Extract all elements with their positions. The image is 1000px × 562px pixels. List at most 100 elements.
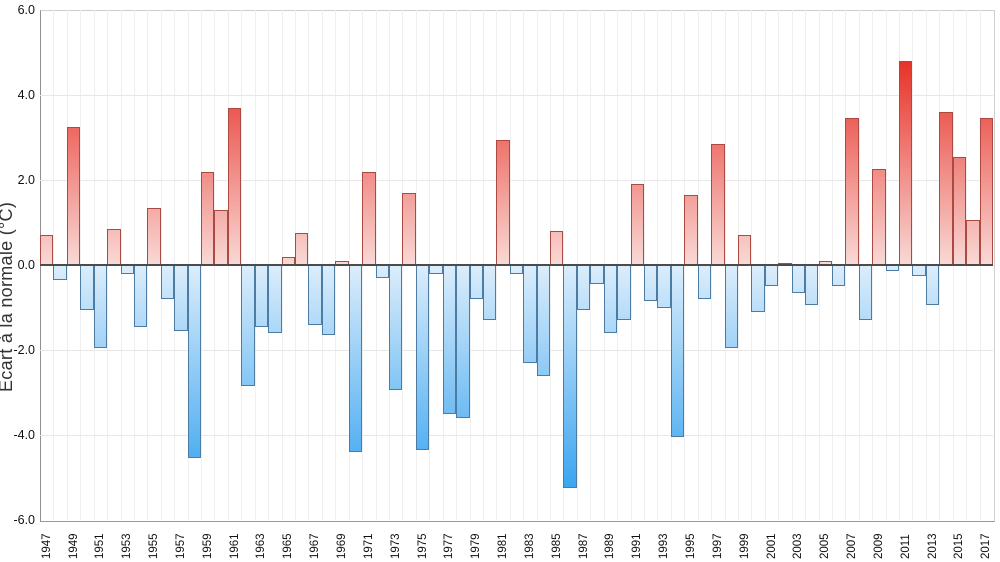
bar-2008[interactable]: [858, 265, 873, 321]
bar-1957[interactable]: [174, 265, 188, 331]
x-axis-tick-label: 2003: [792, 533, 805, 559]
bar-1970[interactable]: [348, 265, 363, 452]
bar-1961[interactable]: [227, 107, 242, 265]
bar-1989[interactable]: [603, 265, 618, 333]
bar-1958[interactable]: [187, 265, 202, 459]
bar-2007[interactable]: [845, 118, 859, 265]
bar-1965[interactable]: [281, 256, 296, 265]
bar-1991[interactable]: [630, 184, 644, 265]
bar-1987[interactable]: [576, 265, 591, 310]
x-axis-tick-label: 1999: [738, 533, 751, 559]
x-axis-tick-label: 1965: [282, 533, 295, 559]
y-axis-tick-label: 0.0: [17, 258, 35, 272]
bar-1997[interactable]: [711, 143, 725, 265]
bar-1968[interactable]: [321, 265, 336, 336]
bar-1978[interactable]: [456, 265, 470, 418]
x-axis-tick-label: 2015: [953, 533, 966, 559]
bar-1952[interactable]: [107, 228, 121, 265]
bar-1962[interactable]: [241, 265, 255, 387]
bar-1967[interactable]: [308, 265, 322, 325]
x-axis-tick-label: 1977: [443, 533, 456, 559]
bar-1999[interactable]: [737, 235, 752, 265]
x-axis-tick-label: 2007: [846, 533, 859, 559]
bar-2013[interactable]: [925, 265, 940, 306]
bar-1992[interactable]: [644, 265, 658, 302]
bar-1982[interactable]: [509, 265, 524, 274]
horizontal-gridline: [40, 95, 993, 96]
y-axis-tick-label: 2.0: [17, 173, 35, 187]
x-axis-tick-label: 1949: [67, 533, 80, 559]
bar-1983[interactable]: [523, 265, 537, 363]
bar-2003[interactable]: [791, 265, 806, 293]
x-axis-tick-label: 1995: [684, 533, 697, 559]
bar-1981[interactable]: [496, 139, 510, 265]
x-axis-tick-label: 1955: [148, 533, 161, 559]
bar-1947[interactable]: [40, 235, 54, 265]
bar-2000[interactable]: [751, 265, 765, 312]
x-axis-tick-label: 1997: [711, 533, 724, 559]
bar-2006[interactable]: [831, 265, 846, 287]
bar-1949[interactable]: [66, 126, 81, 265]
y-axis-tick-label: -4.0: [13, 428, 35, 442]
bar-1975[interactable]: [415, 265, 430, 450]
bar-1980[interactable]: [482, 265, 497, 321]
bar-1964[interactable]: [268, 265, 282, 333]
bar-1972[interactable]: [375, 265, 389, 278]
bar-2012[interactable]: [912, 265, 926, 276]
bar-2004[interactable]: [805, 265, 819, 306]
x-axis-tick-label: 1959: [201, 533, 214, 559]
bar-1984[interactable]: [536, 265, 551, 376]
x-axis-tick-label: 1981: [497, 533, 510, 559]
x-axis-tick-label: 2011: [899, 534, 912, 559]
bar-1990[interactable]: [617, 265, 631, 321]
bar-2016[interactable]: [966, 220, 980, 265]
horizontal-gridline: [40, 180, 993, 181]
bar-1956[interactable]: [160, 265, 175, 299]
bar-1960[interactable]: [214, 209, 228, 265]
bar-1954[interactable]: [133, 265, 148, 327]
bar-1963[interactable]: [254, 265, 269, 327]
x-axis-tick-label: 1989: [604, 533, 617, 559]
bar-1973[interactable]: [388, 265, 403, 391]
bar-1951[interactable]: [93, 265, 108, 348]
bar-1995[interactable]: [684, 194, 698, 265]
bar-1955[interactable]: [147, 207, 161, 265]
bar-1988[interactable]: [590, 265, 604, 285]
bar-2009[interactable]: [872, 169, 886, 265]
bar-1979[interactable]: [469, 265, 483, 299]
bar-1959[interactable]: [201, 171, 215, 265]
x-axis-tick-label: 1967: [309, 533, 322, 559]
bar-1996[interactable]: [697, 265, 712, 299]
bar-1953[interactable]: [120, 265, 134, 274]
bar-2017[interactable]: [979, 118, 993, 265]
x-axis-tick-label: 1947: [40, 533, 53, 559]
bar-1966[interactable]: [295, 233, 309, 265]
bar-1985[interactable]: [550, 231, 564, 265]
bar-2015[interactable]: [952, 156, 967, 265]
x-axis-tick-label: 1987: [577, 533, 590, 559]
bar-1993[interactable]: [657, 265, 671, 308]
bar-1986[interactable]: [563, 265, 577, 489]
bar-2002[interactable]: [778, 262, 792, 265]
bar-1998[interactable]: [724, 265, 738, 348]
bar-2011[interactable]: [899, 61, 913, 265]
bar-2014[interactable]: [939, 112, 953, 265]
bar-1969[interactable]: [335, 260, 349, 265]
bar-1948[interactable]: [53, 265, 67, 280]
bar-1950[interactable]: [80, 265, 94, 310]
bar-1974[interactable]: [402, 192, 416, 265]
bar-1971[interactable]: [362, 171, 376, 265]
x-axis-tick-label: 1961: [228, 533, 241, 559]
zero-axis-line: [40, 264, 993, 266]
x-axis-tick-label: 2017: [980, 533, 993, 559]
bar-1976[interactable]: [429, 265, 443, 274]
bar-2001[interactable]: [764, 265, 779, 287]
bar-2010[interactable]: [885, 265, 900, 272]
bar-2005[interactable]: [818, 260, 832, 265]
horizontal-gridline: [40, 435, 993, 436]
x-axis-tick-label: 1979: [470, 533, 483, 559]
bar-1994[interactable]: [670, 265, 685, 438]
y-axis-tick-label: -6.0: [13, 513, 35, 527]
bar-1977[interactable]: [442, 265, 457, 414]
horizontal-gridline: [40, 350, 993, 351]
